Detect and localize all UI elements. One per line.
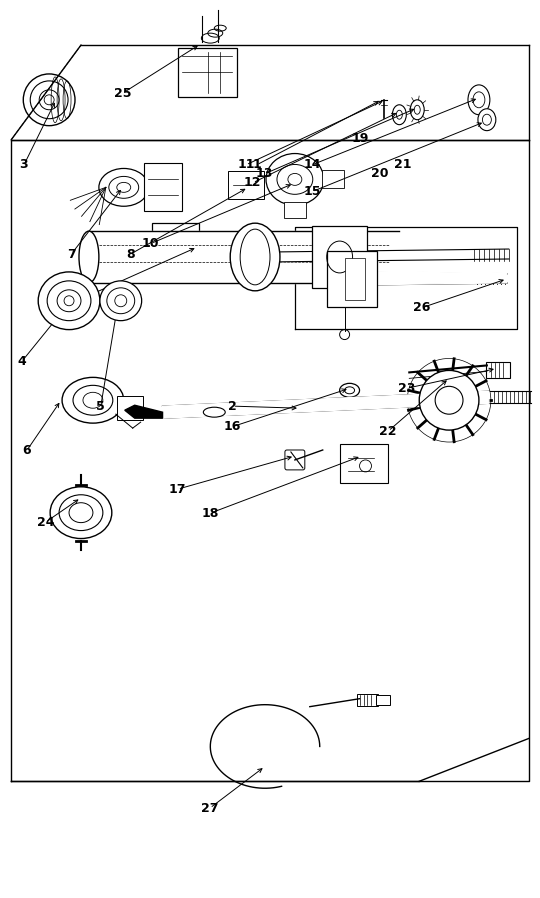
Text: 4: 4 — [17, 355, 26, 368]
FancyBboxPatch shape — [117, 396, 143, 420]
Text: 18: 18 — [201, 506, 219, 520]
FancyBboxPatch shape — [327, 251, 377, 307]
Text: 16: 16 — [224, 420, 241, 433]
FancyBboxPatch shape — [179, 48, 237, 97]
Ellipse shape — [410, 100, 424, 119]
Text: 11: 11 — [237, 158, 254, 172]
FancyBboxPatch shape — [340, 444, 388, 483]
Ellipse shape — [100, 281, 141, 321]
Text: 21: 21 — [395, 158, 412, 172]
FancyBboxPatch shape — [376, 695, 390, 705]
Ellipse shape — [340, 383, 360, 397]
FancyBboxPatch shape — [322, 171, 343, 189]
Text: 7: 7 — [67, 248, 76, 260]
Text: 3: 3 — [19, 158, 28, 172]
Text: 5: 5 — [97, 400, 105, 412]
FancyBboxPatch shape — [486, 363, 510, 378]
Ellipse shape — [266, 154, 323, 206]
Text: 2: 2 — [228, 400, 237, 412]
Circle shape — [419, 370, 479, 430]
Ellipse shape — [38, 272, 100, 330]
Ellipse shape — [79, 231, 99, 283]
Polygon shape — [270, 249, 509, 262]
FancyBboxPatch shape — [356, 694, 379, 706]
Text: 22: 22 — [380, 425, 397, 437]
Text: 20: 20 — [372, 167, 389, 180]
Text: 13: 13 — [256, 167, 273, 180]
Ellipse shape — [468, 85, 490, 115]
FancyBboxPatch shape — [144, 163, 183, 211]
Text: 26: 26 — [413, 302, 430, 314]
Ellipse shape — [50, 487, 112, 539]
FancyBboxPatch shape — [228, 172, 264, 199]
Polygon shape — [163, 392, 489, 418]
Ellipse shape — [62, 377, 124, 423]
Text: 1: 1 — [252, 158, 261, 172]
Ellipse shape — [204, 407, 225, 418]
Text: 10: 10 — [142, 237, 159, 250]
Circle shape — [340, 330, 349, 339]
Text: 15: 15 — [303, 185, 321, 198]
FancyBboxPatch shape — [285, 450, 305, 470]
Text: 24: 24 — [37, 515, 54, 529]
Ellipse shape — [393, 105, 406, 125]
FancyBboxPatch shape — [152, 224, 199, 271]
Ellipse shape — [99, 169, 148, 207]
FancyBboxPatch shape — [345, 258, 364, 300]
Text: 23: 23 — [399, 382, 416, 395]
Text: 9: 9 — [51, 304, 59, 317]
Text: 8: 8 — [126, 248, 134, 260]
Text: 27: 27 — [201, 802, 219, 814]
Text: 14: 14 — [303, 158, 321, 172]
Polygon shape — [125, 405, 163, 418]
Ellipse shape — [478, 109, 496, 130]
Ellipse shape — [23, 74, 75, 126]
FancyBboxPatch shape — [284, 202, 306, 218]
Polygon shape — [360, 271, 507, 285]
Text: 17: 17 — [169, 483, 186, 496]
Ellipse shape — [230, 224, 280, 291]
Text: 25: 25 — [113, 87, 131, 100]
Text: 19: 19 — [352, 132, 369, 145]
Polygon shape — [89, 231, 400, 283]
Text: 12: 12 — [244, 176, 261, 189]
Text: 6: 6 — [22, 445, 31, 457]
FancyBboxPatch shape — [312, 226, 368, 288]
